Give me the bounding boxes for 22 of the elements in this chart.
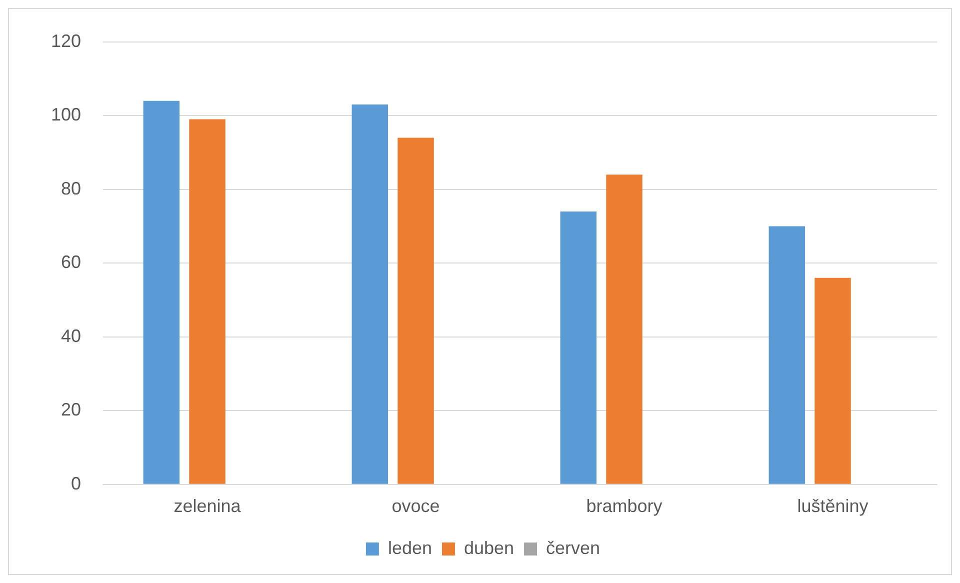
- y-tick-label: 100: [50, 104, 82, 125]
- x-tick-label: luštěniny: [797, 496, 868, 516]
- legend-label: červen: [546, 538, 600, 558]
- x-tick-label: ovoce: [392, 496, 440, 516]
- legend-label: leden: [388, 538, 432, 558]
- bar: [352, 104, 388, 484]
- y-tick-label: 20: [61, 400, 82, 420]
- y-tick-label: 0: [71, 473, 82, 494]
- bar: [560, 211, 597, 484]
- y-tick-label: 40: [61, 326, 82, 346]
- x-tick-label: zelenina: [174, 496, 242, 516]
- y-tick-label: 120: [50, 30, 82, 51]
- bar: [814, 278, 851, 484]
- bar: [143, 100, 180, 484]
- x-tick-label: brambory: [586, 496, 662, 516]
- bar: [606, 174, 642, 484]
- y-tick-label: 80: [61, 178, 82, 198]
- y-tick-label: 60: [61, 252, 82, 272]
- bar: [398, 138, 434, 484]
- bar: [189, 119, 226, 484]
- legend-label: duben: [464, 538, 514, 558]
- bar: [768, 226, 806, 484]
